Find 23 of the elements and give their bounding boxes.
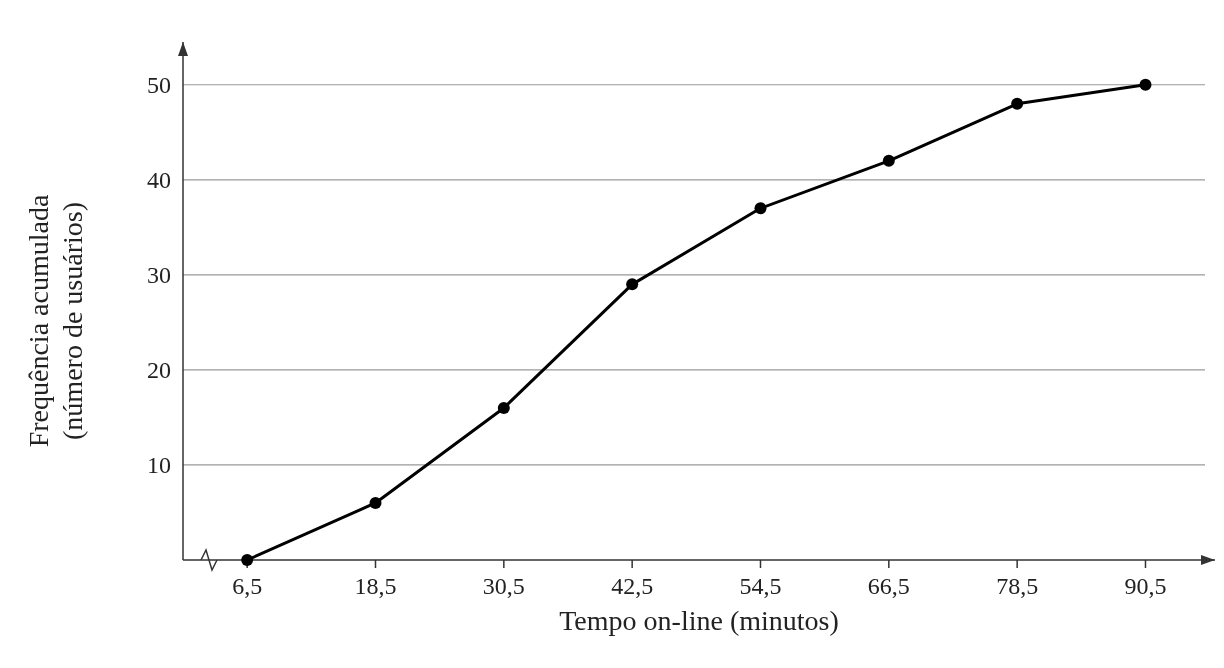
x-tick-label: 6,5 [232,573,263,599]
point [882,154,895,167]
point [754,202,767,215]
x-tick-label: 78,5 [996,573,1039,599]
y-tick-label: 30 [147,261,171,288]
y-axis-title: Frequência acumulada (número de usuários) [23,194,88,448]
x-tick-label: 42,5 [611,573,654,599]
point [369,496,382,509]
y-tick-label: 40 [147,166,171,193]
point [1011,97,1024,110]
x-tick-label: 54,5 [739,573,782,599]
x-tick-label: 66,5 [867,573,910,599]
x-tick-label: 18,5 [354,573,397,599]
point [626,278,639,291]
point [241,554,254,566]
y-tick-label: 50 [147,71,171,98]
x-axis-title: Tempo on-line (minutos) [559,605,839,636]
point [497,401,510,414]
x-tick-label: 90,5 [1124,573,1167,599]
x-tick-label: 30,5 [482,573,525,599]
y-tick-label: 20 [147,356,171,383]
y-tick-label: 10 [147,451,171,478]
point [1139,78,1152,91]
